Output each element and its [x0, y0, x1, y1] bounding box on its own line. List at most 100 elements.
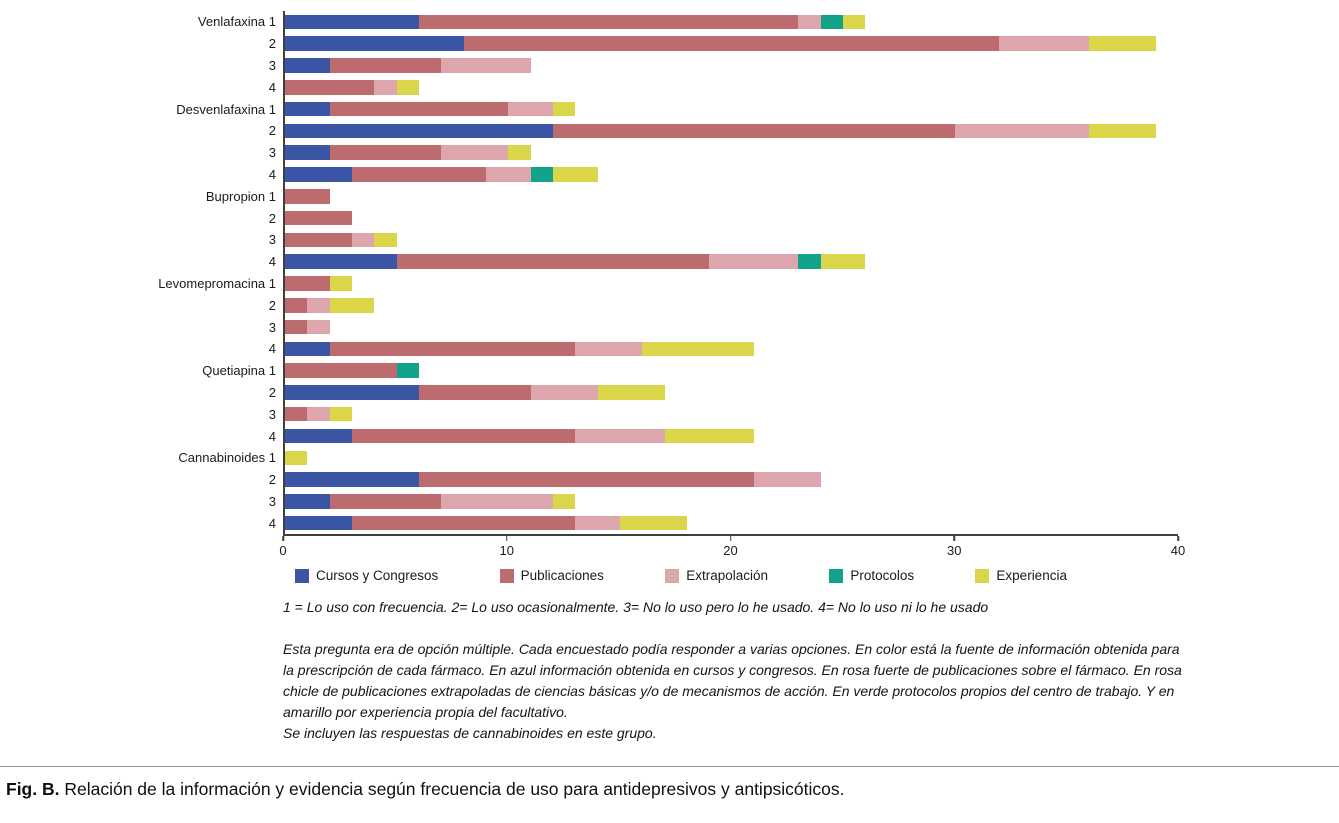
- bar-segment: [441, 494, 553, 509]
- bar-segment: [552, 494, 576, 509]
- bar-segment: [285, 58, 330, 73]
- bar-segment: [396, 80, 419, 95]
- bar-segment: [1088, 36, 1156, 51]
- chart-row: Cannabinoides 1: [178, 447, 1178, 469]
- bar-segment: [285, 80, 375, 95]
- bar-segment: [351, 428, 576, 444]
- bar-segment: [285, 210, 352, 226]
- legend-swatch: [975, 568, 990, 583]
- description-text: Esta pregunta era de opción múltiple. Ca…: [283, 641, 1182, 721]
- chart-description: Esta pregunta era de opción múltiple. Ca…: [283, 639, 1191, 744]
- y-axis-label: 4: [268, 515, 276, 531]
- bar-segment: [329, 101, 509, 117]
- bar-segment: [843, 14, 866, 30]
- x-tick-mark: [953, 536, 955, 542]
- bar-segment: [351, 232, 375, 248]
- bar-segment: [285, 515, 352, 531]
- bar-segment: [575, 515, 620, 531]
- chart-row: 3: [269, 316, 1178, 338]
- chart-row: 2: [269, 382, 1178, 404]
- x-tick-label: 0: [279, 543, 287, 559]
- legend-label: Extrapolación: [686, 568, 769, 584]
- bar-segment: [285, 189, 330, 204]
- y-axis-label: 2: [268, 384, 276, 400]
- y-axis-label: 3: [268, 145, 276, 161]
- chart-row: 2: [269, 120, 1178, 142]
- bar-segment: [508, 145, 531, 160]
- chart-legend: Cursos y Congresos Publicaciones Extrapola…: [295, 568, 1067, 583]
- bar-segment: [351, 167, 486, 182]
- y-axis-label: 3: [268, 57, 276, 73]
- y-axis-label: 3: [268, 493, 276, 509]
- bar-segment: [418, 472, 754, 487]
- bar-segment: [575, 428, 665, 444]
- figure-caption-text: Relación de la información y evidencia s…: [64, 779, 845, 800]
- legend-swatch: [499, 568, 514, 583]
- bar-segment: [530, 385, 598, 400]
- legend-label: Experiencia: [996, 568, 1067, 584]
- frequency-key-note: 1 = Lo uso con frecuencia. 2= Lo uso oca…: [283, 599, 989, 616]
- x-tick-mark: [506, 536, 508, 542]
- x-tick-label: 30: [947, 543, 962, 559]
- stacked-bar-chart: Venlafaxina 1 2 3 4 Desvenlafaxina 1 2 3 4 Bupro…: [0, 11, 1339, 583]
- y-axis-label: 2: [268, 123, 276, 139]
- chart-row: 2: [269, 207, 1178, 229]
- chart-row: 3: [269, 403, 1178, 425]
- inclusion-note: Se incluyen las respuestas de cannabinoi…: [283, 725, 657, 742]
- legend-item: Extrapolación: [665, 568, 768, 583]
- y-axis-label: 2: [268, 472, 276, 488]
- y-axis-label: 4: [268, 254, 276, 270]
- y-axis-label: 4: [268, 428, 276, 444]
- x-tick-mark: [729, 536, 732, 542]
- bar-segment: [798, 14, 821, 30]
- bar-segment: [329, 58, 442, 73]
- chart-row: 3: [269, 142, 1178, 164]
- bar-segment: [552, 123, 955, 139]
- bar-segment: [285, 428, 352, 444]
- bar-segment: [307, 406, 330, 422]
- bar-segment: [285, 123, 553, 139]
- bar-segment: [285, 101, 330, 117]
- bar-segment: [285, 36, 464, 51]
- legend-item: Protocolos: [829, 568, 914, 583]
- bar-segment: [619, 515, 687, 531]
- bar-segment: [530, 167, 553, 182]
- bar-segment: [396, 254, 710, 269]
- legend-item: Cursos y Congresos: [295, 568, 438, 583]
- bar-segment: [597, 385, 665, 400]
- legend-item: Experiencia: [975, 568, 1067, 583]
- bar-segment: [285, 319, 308, 335]
- y-axis-label: Cannabinoides 1: [178, 450, 276, 466]
- y-axis-label: 4: [268, 166, 276, 182]
- bar-segment: [441, 58, 531, 73]
- legend-label: Cursos y Congresos: [316, 568, 439, 584]
- bar-segment: [285, 494, 330, 509]
- figure-caption: Fig. B. Relación de la información y evi…: [6, 779, 1339, 800]
- legend-label: Protocolos: [850, 568, 915, 584]
- caption-divider: [0, 766, 1339, 768]
- x-tick-mark: [282, 536, 284, 542]
- bar-segment: [285, 298, 308, 313]
- bar-segment: [329, 494, 442, 509]
- bar-segment: [329, 406, 352, 422]
- x-tick-label: 40: [1170, 543, 1186, 559]
- bar-segment: [441, 145, 509, 160]
- bar-segment: [307, 298, 330, 313]
- bar-segment: [329, 276, 352, 291]
- bar-segment: [798, 254, 821, 269]
- y-axis-label: 2: [268, 210, 276, 226]
- bar-segment: [999, 36, 1089, 51]
- bar-segment: [463, 36, 1000, 51]
- y-axis-label: 3: [268, 406, 276, 422]
- y-axis-label: Venlafaxina 1: [197, 14, 276, 30]
- bar-segment: [285, 167, 352, 182]
- bar-segment: [374, 80, 397, 95]
- bar-segment: [351, 515, 576, 531]
- bar-segment: [418, 14, 799, 30]
- bar-segment: [753, 472, 821, 487]
- chart-row: Desvenlafaxina 1: [176, 98, 1178, 120]
- chart-row: Venlafaxina 1: [198, 11, 1178, 33]
- bar-segment: [285, 450, 308, 466]
- bar-segment: [954, 123, 1089, 139]
